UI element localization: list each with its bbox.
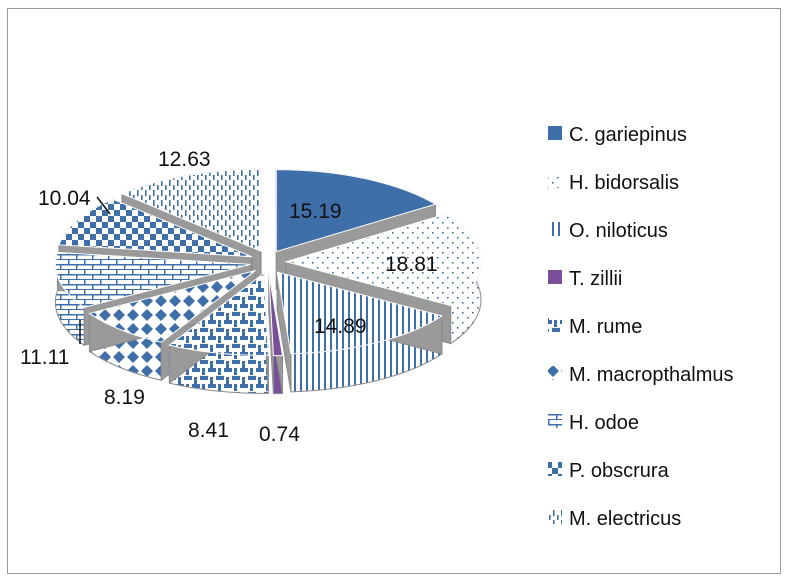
legend-label-m-electricus: M. electricus: [569, 508, 681, 530]
legend-swatch-t-zillii: [548, 270, 562, 284]
data-label-m-electricus: 12.63: [158, 148, 211, 171]
pie-slice-h-bidorsalis: [284, 213, 482, 307]
data-label-p-obscrura: 10.04: [38, 187, 91, 210]
pie-slice-h-odoe: [54, 251, 251, 308]
pie-slice-p-obscrura: [58, 198, 253, 258]
label-leader-lines: [79, 196, 111, 344]
legend-swatch-c-gariepinus: [548, 126, 562, 140]
legend-label-p-obscrura: P. obscrura: [569, 460, 670, 482]
pie-slice-c-gariepinus: [275, 169, 437, 253]
legend-swatch-h-odoe: [548, 414, 562, 428]
legend: C. gariepinus H. bidorsalis O. niloticus T.…: [548, 124, 734, 530]
data-label-o-niloticus: 14.89: [314, 315, 367, 338]
legend-swatch-m-macropthalmus: [548, 366, 562, 380]
legend-swatch-m-rume: [548, 318, 562, 332]
legend-label-c-gariepinus: C. gariepinus: [569, 124, 687, 146]
leader-line-p-obscrura: [96, 196, 111, 215]
legend-label-h-odoe: H. odoe: [569, 412, 639, 434]
data-label-m-rume: 8.41: [188, 419, 229, 442]
legend-swatch-o-niloticus: [548, 222, 562, 236]
data-label-c-gariepinus: 15.19: [289, 200, 342, 223]
data-label-h-odoe: 11.11: [20, 346, 69, 369]
legend-swatch-h-bidorsalis: [548, 174, 562, 188]
data-labels: 15.19 18.81 14.89 0.74 8.41 8.19 11.11 1…: [20, 148, 438, 446]
data-label-m-macropthalmus: 8.19: [104, 386, 145, 409]
legend-label-o-niloticus: O. niloticus: [569, 220, 668, 242]
pie-slice-m-macropthalmus: [88, 269, 256, 343]
legend-swatch-p-obscrura: [548, 462, 562, 476]
pie-slice-m-electricus: [120, 168, 262, 252]
legend-label-m-rume: M. rume: [569, 316, 642, 338]
legend-swatch-m-electricus: [548, 510, 562, 524]
legend-label-t-zillii: T. zillii: [569, 268, 622, 290]
data-label-h-bidorsalis: 18.81: [385, 253, 438, 276]
legend-label-m-macropthalmus: M. macropthalmus: [569, 364, 734, 386]
pie-slice-t-zillii: [268, 273, 284, 357]
data-label-t-zillii: 0.74: [259, 423, 300, 446]
pie-slice-tops: [54, 168, 482, 357]
pie-slice-m-rume: [168, 272, 269, 356]
legend-label-h-bidorsalis: H. bidorsalis: [569, 172, 679, 194]
pie-slice-o-niloticus: [276, 271, 444, 355]
